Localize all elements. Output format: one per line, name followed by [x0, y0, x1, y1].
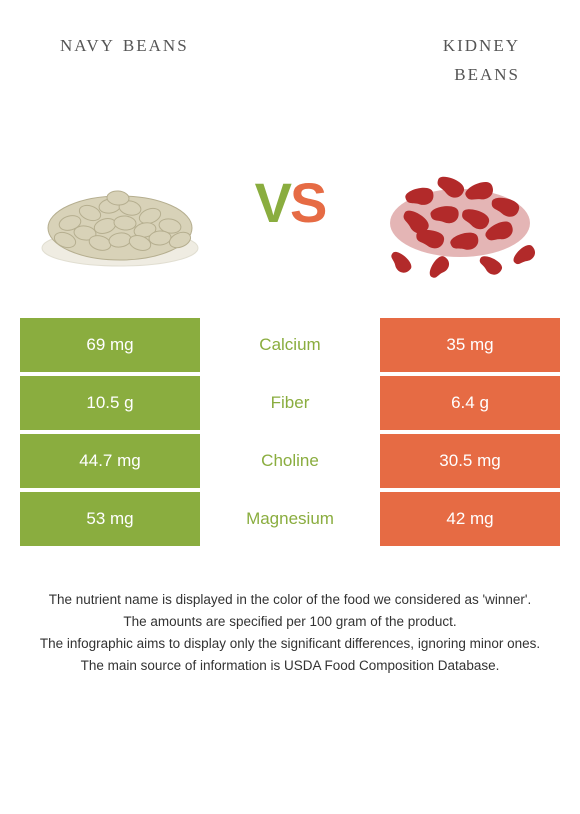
nutrient-table: 69 mgCalcium35 mg10.5 gFiber6.4 g44.7 mg… [0, 318, 580, 550]
nutrient-label: Magnesium [200, 492, 380, 546]
left-value: 44.7 mg [20, 434, 200, 488]
nutrient-row: 10.5 gFiber6.4 g [20, 376, 560, 430]
nutrient-label: Fiber [200, 376, 380, 430]
header: navy beans kidney beans [0, 0, 580, 98]
footnote-line: The nutrient name is displayed in the co… [30, 590, 550, 610]
left-food-title: navy beans [50, 30, 290, 88]
nutrient-row: 53 mgMagnesium42 mg [20, 492, 560, 546]
right-value: 35 mg [380, 318, 560, 372]
nutrient-row: 44.7 mgCholine30.5 mg [20, 434, 560, 488]
nutrient-label: Choline [200, 434, 380, 488]
right-value: 42 mg [380, 492, 560, 546]
footnote-line: The amounts are specified per 100 gram o… [30, 612, 550, 632]
kidney-beans-image [370, 128, 550, 278]
left-value: 69 mg [20, 318, 200, 372]
left-value: 53 mg [20, 492, 200, 546]
vs-v-letter: V [255, 170, 290, 235]
infographic-container: navy beans kidney beans [0, 0, 580, 814]
right-food-title: kidney beans [290, 30, 530, 88]
navy-beans-image [30, 128, 210, 278]
footnotes: The nutrient name is displayed in the co… [0, 550, 580, 679]
nutrient-row: 69 mgCalcium35 mg [20, 318, 560, 372]
kidney-beans-icon [370, 128, 550, 278]
navy-beans-icon [30, 128, 210, 278]
footnote-line: The infographic aims to display only the… [30, 634, 550, 654]
nutrient-label: Calcium [200, 318, 380, 372]
right-value: 6.4 g [380, 376, 560, 430]
right-value: 30.5 mg [380, 434, 560, 488]
vs-badge: VS [255, 170, 326, 235]
footnote-line: The main source of information is USDA F… [30, 656, 550, 676]
left-value: 10.5 g [20, 376, 200, 430]
images-row: VS [0, 98, 580, 318]
vs-s-letter: S [290, 170, 325, 235]
